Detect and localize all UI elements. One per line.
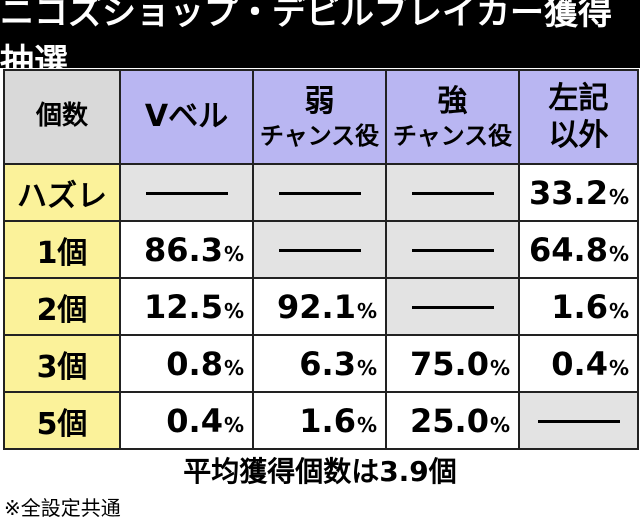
page-title: ニコズショップ・デビルブレイカー獲得抽選 bbox=[0, 0, 612, 82]
value-cell: 12.5% bbox=[119, 277, 254, 336]
value-cell: 33.2% bbox=[518, 163, 639, 222]
cell-unit: % bbox=[608, 241, 629, 266]
cell-unit: % bbox=[223, 241, 244, 266]
probability-table: 個数 Vベル 弱 チャンス役 強 チャンス役 左記 以外 ハズレ 33.2% 1個 8… bbox=[3, 69, 639, 450]
value-cell: 64.8% bbox=[518, 220, 639, 279]
cell-unit: % bbox=[356, 355, 377, 380]
value-cell: 75.0% bbox=[385, 334, 520, 393]
corner-header: 個数 bbox=[3, 69, 121, 165]
empty-cell bbox=[385, 277, 520, 336]
cell-value: 75.0 bbox=[410, 344, 489, 383]
dash-mark bbox=[278, 249, 361, 252]
footnote: ※全設定共通 bbox=[4, 496, 121, 520]
cell-value: 0.8 bbox=[166, 344, 223, 383]
table-row: 3個 0.8% 6.3% 75.0% 0.4% bbox=[3, 334, 639, 393]
table-row: ハズレ 33.2% bbox=[3, 163, 639, 222]
cell-value: 25.0 bbox=[410, 401, 489, 440]
cell-value: 12.5 bbox=[144, 287, 223, 326]
column-header-vbell: Vベル bbox=[119, 69, 254, 165]
empty-cell bbox=[119, 163, 254, 222]
cell-value: 1.6 bbox=[299, 401, 356, 440]
dash-mark bbox=[537, 420, 620, 423]
cell-value: 0.4 bbox=[551, 344, 608, 383]
column-header-weak-chance: 弱 チャンス役 bbox=[252, 69, 387, 165]
empty-cell bbox=[518, 391, 639, 450]
header-row: 個数 Vベル 弱 チャンス役 強 チャンス役 左記 以外 bbox=[3, 69, 639, 165]
value-cell: 0.8% bbox=[119, 334, 254, 393]
cell-value: 64.8 bbox=[529, 230, 608, 269]
dash-mark bbox=[278, 192, 361, 195]
cell-unit: % bbox=[608, 298, 629, 323]
table-row: 1個 86.3% 64.8% bbox=[3, 220, 639, 279]
row-label: 1個 bbox=[3, 220, 121, 279]
value-cell: 86.3% bbox=[119, 220, 254, 279]
average-count-text: 平均獲得個数は3.9個 bbox=[183, 455, 457, 488]
cell-unit: % bbox=[223, 355, 244, 380]
row-label: 2個 bbox=[3, 277, 121, 336]
cell-value: 6.3 bbox=[299, 344, 356, 383]
cell-value: 86.3 bbox=[144, 230, 223, 269]
value-cell: 1.6% bbox=[252, 391, 387, 450]
cell-unit: % bbox=[489, 412, 510, 437]
cell-value: 0.4 bbox=[166, 401, 223, 440]
table-row: 5個 0.4% 1.6% 25.0% bbox=[3, 391, 639, 450]
cell-unit: % bbox=[223, 298, 244, 323]
cell-value: 1.6 bbox=[551, 287, 608, 326]
cell-unit: % bbox=[223, 412, 244, 437]
value-cell: 25.0% bbox=[385, 391, 520, 450]
cell-unit: % bbox=[489, 355, 510, 380]
value-cell: 92.1% bbox=[252, 277, 387, 336]
value-cell: 6.3% bbox=[252, 334, 387, 393]
row-label: 5個 bbox=[3, 391, 121, 450]
empty-cell bbox=[385, 220, 520, 279]
cell-unit: % bbox=[608, 355, 629, 380]
dash-mark bbox=[145, 192, 228, 195]
column-header-other: 左記 以外 bbox=[518, 69, 639, 165]
empty-cell bbox=[252, 163, 387, 222]
cell-value: 33.2 bbox=[529, 173, 608, 212]
value-cell: 0.4% bbox=[119, 391, 254, 450]
cell-value: 92.1 bbox=[277, 287, 356, 326]
table-body: ハズレ 33.2% 1個 86.3% 64.8% 2個 12.5% 92.1% 1.6% 3個 0.… bbox=[3, 163, 639, 450]
cell-unit: % bbox=[356, 412, 377, 437]
empty-cell bbox=[385, 163, 520, 222]
dash-mark bbox=[411, 249, 494, 252]
dash-mark bbox=[411, 306, 494, 309]
dash-mark bbox=[411, 192, 494, 195]
cell-unit: % bbox=[608, 184, 629, 209]
cell-unit: % bbox=[356, 298, 377, 323]
title-bar: ニコズショップ・デビルブレイカー獲得抽選 bbox=[0, 0, 640, 82]
value-cell: 1.6% bbox=[518, 277, 639, 336]
row-label: 3個 bbox=[3, 334, 121, 393]
value-cell: 0.4% bbox=[518, 334, 639, 393]
row-label: ハズレ bbox=[3, 163, 121, 222]
table-row: 2個 12.5% 92.1% 1.6% bbox=[3, 277, 639, 336]
empty-cell bbox=[252, 220, 387, 279]
column-header-strong-chance: 強 チャンス役 bbox=[385, 69, 520, 165]
